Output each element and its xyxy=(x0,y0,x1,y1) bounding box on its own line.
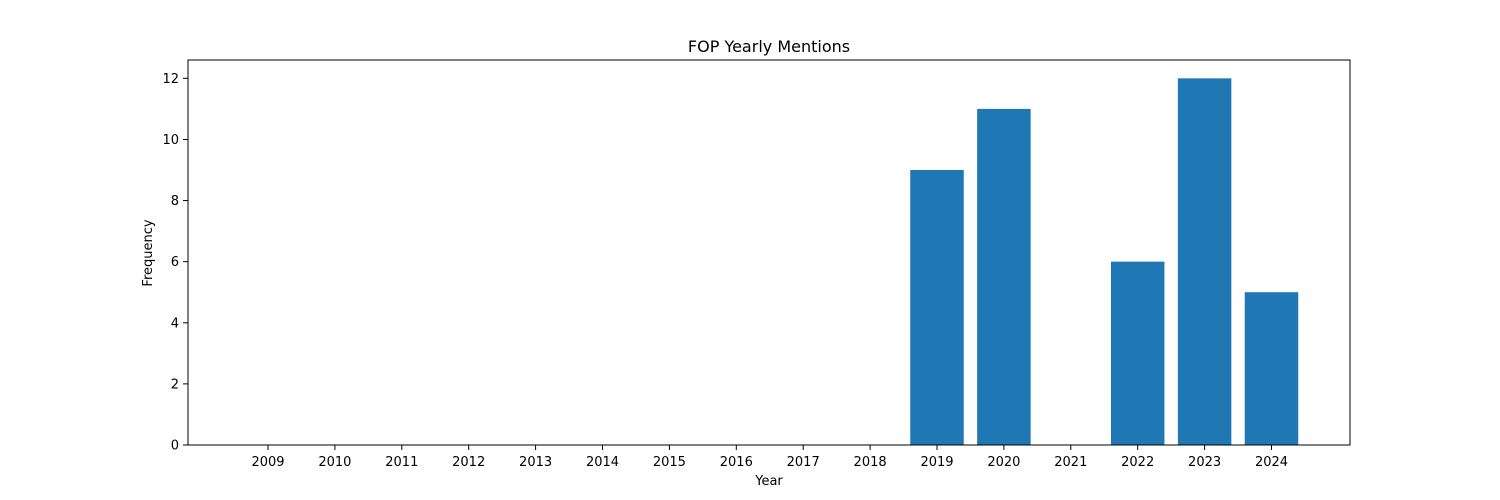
x-tick-label: 2017 xyxy=(787,455,820,470)
y-tick-label: 6 xyxy=(171,255,179,270)
x-tick-label: 2024 xyxy=(1255,455,1288,470)
y-axis: 0 2 4 6 8 10 12 xyxy=(162,72,188,454)
x-axis: 2009 2010 2011 2012 2013 2014 2015 2016 2017 2018… xyxy=(251,445,1288,470)
x-tick-label: 2019 xyxy=(920,455,953,470)
bars-layer xyxy=(910,78,1299,445)
bar-2022 xyxy=(1110,261,1165,445)
x-tick-label: 2014 xyxy=(586,455,619,470)
y-tick-label: 2 xyxy=(171,377,179,392)
y-tick-label: 0 xyxy=(171,439,179,454)
x-axis-label: Year xyxy=(754,474,783,489)
x-tick-label: 2012 xyxy=(452,455,485,470)
x-tick-label: 2013 xyxy=(519,455,552,470)
x-tick-label: 2018 xyxy=(854,455,887,470)
y-tick-label: 10 xyxy=(162,133,179,148)
y-axis-label: Frequency xyxy=(141,219,156,286)
x-tick-label: 2016 xyxy=(720,455,753,470)
bar-2020 xyxy=(977,108,1031,445)
bar-2019 xyxy=(910,170,964,445)
x-tick-label: 2009 xyxy=(251,455,284,470)
y-tick-label: 8 xyxy=(171,194,179,209)
x-tick-label: 2020 xyxy=(987,455,1020,470)
y-tick-label: 4 xyxy=(171,316,179,331)
x-tick-label: 2021 xyxy=(1054,455,1087,470)
y-tick-label: 12 xyxy=(162,72,179,87)
bar-2024 xyxy=(1244,292,1299,445)
plot-frame xyxy=(187,59,1351,446)
bar-2023 xyxy=(1177,78,1232,445)
x-tick-label: 2011 xyxy=(385,455,418,470)
chart-title: FOP Yearly Mentions xyxy=(688,37,850,56)
x-tick-label: 2022 xyxy=(1121,455,1154,470)
x-tick-label: 2023 xyxy=(1188,455,1221,470)
x-tick-label: 2015 xyxy=(653,455,686,470)
x-tick-label: 2010 xyxy=(318,455,351,470)
